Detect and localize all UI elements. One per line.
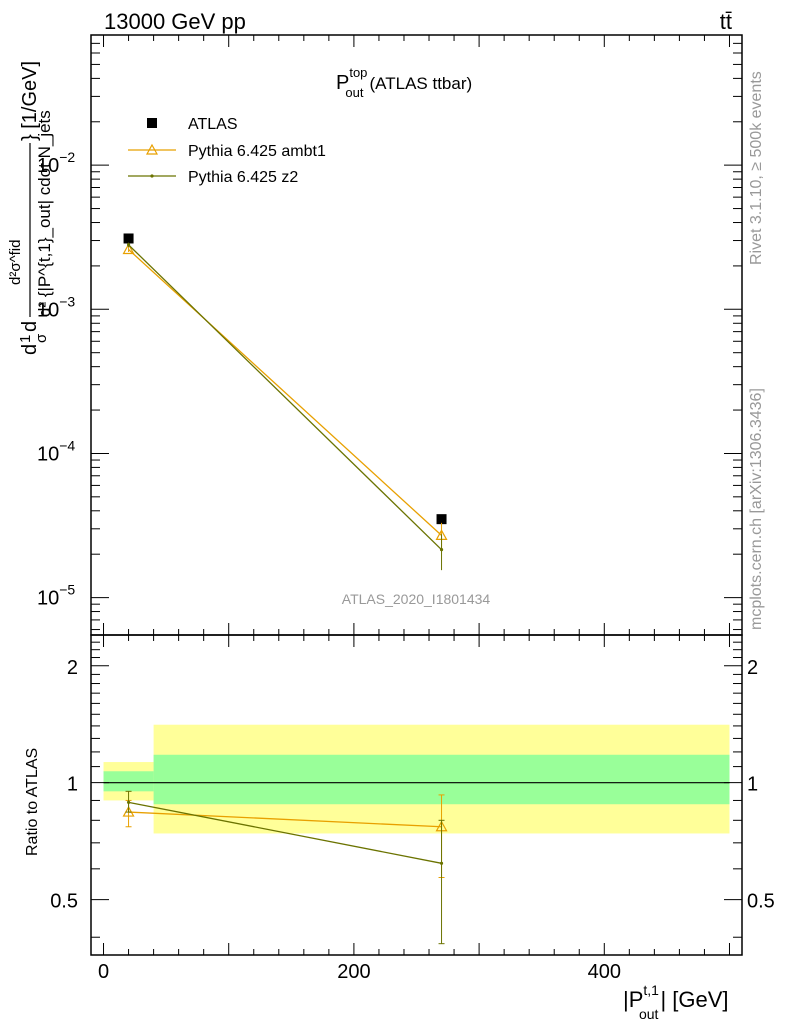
plot-title-main: P: [336, 72, 349, 94]
xlabel-sub: out: [639, 1006, 659, 1022]
tick-labels: 10−5 10−4 10−3 10−2 0.5 0.5 1 1 2 2 0 200 400: [37, 149, 775, 983]
ylabel-denominator: d² {|P^{t,1}_out| cdot N_jets: [35, 110, 54, 317]
plot-title-sup: top: [349, 65, 367, 80]
ratio-y-tick-label-right: 0.5: [747, 891, 775, 913]
main-y-tick-label: 10−2: [37, 149, 75, 177]
ratio-point-pythia-6-425-z2: [439, 861, 444, 865]
plot-title: Ptop out (ATLAS ttbar): [336, 65, 472, 100]
x-tick-label: 400: [588, 961, 621, 983]
ratio-y-tick-label-right: 1: [747, 774, 758, 796]
ratio-plot-frame: [90, 634, 743, 956]
main-y-tick-label: 10−5: [37, 582, 75, 610]
main-point-atlas: [123, 233, 134, 244]
ratio-y-tick-label-right: 2: [747, 657, 758, 679]
legend-label-ambt1: Pythia 6.425 ambt1: [188, 143, 326, 160]
ylabel-d2: d: [19, 321, 41, 332]
x-tick-label: 200: [337, 961, 370, 983]
ratio-line-pythia-6-425-ambt1: [128, 811, 442, 828]
ratio-y-tick-label-left: 1: [67, 774, 78, 796]
legend-label-atlas: ATLAS: [188, 116, 238, 133]
legend-marker-z2: [150, 174, 154, 178]
main-y-tick-label: 10−3: [37, 293, 75, 321]
legend-label-z2: Pythia 6.425 z2: [188, 169, 298, 186]
main-y-tick-label: 10−4: [37, 437, 75, 465]
xlabel-main: |P: [623, 987, 643, 1012]
main-line-pythia-6-425-ambt1: [128, 249, 442, 536]
xlabel-suffix: | [GeV]: [660, 987, 728, 1012]
legend-marker-ambt1: [145, 143, 159, 155]
ratio-y-tick-label-left: 0.5: [50, 891, 78, 913]
legend: ATLAS Pythia 6.425 ambt1 Pythia 6.425 z2: [128, 116, 326, 186]
ratio-y-axis-label: Ratio to ATLAS: [24, 748, 41, 856]
ylabel-numerator: d²σ^fid: [7, 240, 24, 285]
energy-label: 13000 GeV pp: [104, 9, 246, 34]
main-point-pythia-6-425-z2: [439, 548, 444, 552]
ratio-series: [122, 790, 448, 945]
plot-title-sub: out: [345, 85, 363, 100]
analysis-watermark: ATLAS_2020_I1801434: [342, 591, 491, 607]
process-label: tt̄: [720, 9, 732, 34]
x-axis-label: |Pt,1 out| [GeV]: [623, 982, 729, 1022]
main-point-pythia-6-425-z2: [126, 243, 131, 247]
main-line-pythia-6-425-z2: [128, 244, 442, 551]
legend-marker-atlas: [147, 118, 157, 128]
plot-title-suffix: (ATLAS ttbar): [370, 74, 473, 93]
ylabel-frac-num: 1: [17, 335, 34, 343]
ylabel-d1: d: [19, 344, 41, 355]
mcplots-label: mcplots.cern.ch [arXiv:1306.3436]: [748, 388, 765, 630]
ratio-line-pythia-6-425-z2: [128, 801, 442, 864]
stat-uncertainty-band-0: [103, 771, 154, 792]
xlabel-sup: t,1: [643, 982, 659, 998]
ylabel-units: } [1/GeV]: [19, 61, 41, 141]
main-point-atlas: [436, 514, 447, 525]
ratio-point-pythia-6-425-z2: [126, 800, 131, 804]
ratio-bands: [103, 724, 730, 834]
axis-ticks: [91, 34, 742, 955]
ylabel-frac-den: σ: [33, 333, 50, 343]
main-point-pythia-6-425-ambt1: [122, 243, 135, 255]
svg-text:d: d: [19, 344, 41, 355]
rivet-label: Rivet 3.1.10, ≥ 500k events: [748, 71, 765, 265]
x-tick-label: 0: [98, 961, 109, 983]
main-series: [122, 233, 448, 571]
ratio-y-tick-label-left: 2: [67, 657, 78, 679]
main-y-axis-label: d 1 σ d d²σ^fid d² {|P^{t,1}_out| cdot N…: [7, 61, 54, 355]
